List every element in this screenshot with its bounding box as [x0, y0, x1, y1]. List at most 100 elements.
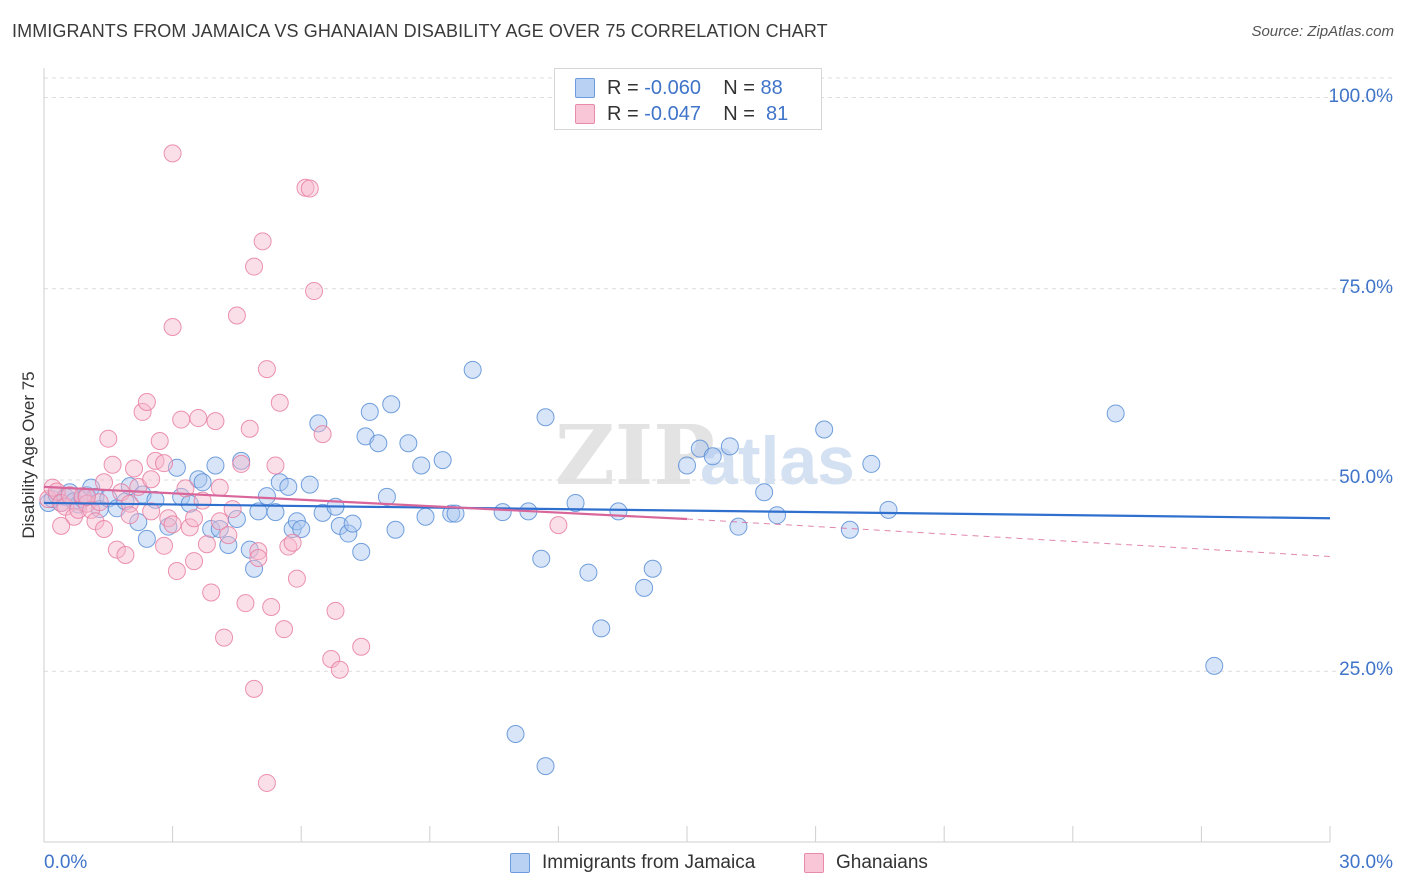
- jamaica-point: [206, 456, 225, 475]
- jamaica-point: [442, 504, 461, 523]
- jamaica-point: [416, 507, 435, 526]
- jamaica-point: [1106, 404, 1125, 423]
- ghanaian-point: [206, 412, 225, 431]
- ghanaian-point: [52, 516, 71, 535]
- series-legend-ghanaians: Ghanaians: [804, 852, 928, 874]
- jamaica-point: [300, 475, 319, 494]
- legend-r-label: R =: [607, 102, 639, 125]
- watermark-atlas: atlas: [700, 423, 855, 499]
- y-axis-label: Disability Age Over 75: [19, 371, 38, 539]
- ghanaian-point: [202, 583, 221, 602]
- ghanaian-point: [163, 318, 182, 336]
- y-tick-75: 75.0%: [1339, 277, 1393, 298]
- ghanaian-point: [245, 257, 264, 276]
- jamaica-point: [879, 500, 898, 519]
- jamaica-point: [703, 447, 722, 466]
- ghanaian-point: [249, 549, 268, 568]
- jamaica-point: [815, 420, 834, 439]
- ghanaian-point: [125, 459, 144, 478]
- legend-r-label: R =: [607, 76, 639, 99]
- jamaica-point: [137, 529, 156, 548]
- ghanaian-point: [150, 431, 169, 450]
- ghanaian-point: [116, 545, 135, 564]
- ghanaian-point: [133, 402, 152, 421]
- ghanaian-point: [103, 455, 122, 474]
- jamaica-point: [446, 504, 465, 523]
- ghanaian-point: [300, 179, 319, 198]
- jamaica-point: [270, 473, 289, 492]
- ghanaian-trend-line: [43, 485, 688, 521]
- ghanaian-point: [330, 660, 349, 679]
- ghanaian-point: [155, 536, 174, 555]
- jamaica-point: [635, 578, 654, 597]
- jamaica-point: [1205, 656, 1224, 675]
- jamaica-trend-line: [43, 501, 1331, 520]
- ghanaian-point: [287, 569, 306, 588]
- jamaica-point: [369, 434, 388, 453]
- jamaica-point: [257, 487, 276, 506]
- legend-row-ghanaians: R = -0.047 N = 81: [575, 102, 788, 126]
- jamaica-point: [506, 724, 525, 743]
- jamaica-point: [433, 451, 452, 470]
- ghanaian-point: [549, 516, 568, 535]
- series-legend-jamaica: Immigrants from Jamaica: [510, 852, 755, 874]
- ghanaian-point: [257, 773, 276, 792]
- jamaica-point: [720, 437, 739, 456]
- source-label: Source: ZipAtlas.com: [1251, 23, 1394, 40]
- ghanaian-point: [283, 533, 302, 552]
- ghanaian-point: [275, 620, 294, 639]
- y-tick-100: 100.0%: [1328, 86, 1393, 107]
- series-swatch-pink: [804, 853, 824, 873]
- jamaica-point: [579, 563, 598, 582]
- jamaica-point: [386, 520, 405, 539]
- ghanaian-point: [232, 454, 251, 473]
- ghanaian-point: [240, 419, 259, 438]
- ghanaian-point: [326, 601, 345, 620]
- ghanaian-point: [270, 393, 289, 412]
- jamaica-point: [643, 559, 662, 578]
- ghanaian-point: [172, 410, 191, 429]
- x-tick-30: 30.0%: [1339, 852, 1393, 873]
- jamaica-point: [463, 360, 482, 379]
- legend-n-value: 81: [766, 102, 789, 125]
- ghanaian-point: [305, 282, 324, 301]
- jamaica-point: [536, 757, 555, 776]
- legend-r-value: -0.060: [644, 76, 701, 99]
- legend-swatch-blue: [575, 78, 595, 98]
- ghanaian-point: [185, 552, 204, 571]
- jamaica-point: [536, 408, 555, 427]
- jamaica-point: [266, 503, 285, 522]
- ghanaian-point: [99, 429, 118, 448]
- y-tick-25: 25.0%: [1339, 659, 1393, 680]
- jamaica-point: [193, 473, 212, 492]
- ghanaian-point: [262, 597, 281, 616]
- jamaica-point: [360, 402, 379, 421]
- jamaica-point: [609, 502, 628, 521]
- ghanaian-point: [210, 512, 229, 531]
- legend-n-label: N =: [723, 102, 755, 125]
- ghanaian-point: [189, 409, 208, 428]
- ghanaian-point: [245, 679, 264, 698]
- jamaica-point: [862, 454, 881, 473]
- jamaica-point: [755, 483, 774, 502]
- jamaica-point: [493, 503, 512, 522]
- jamaica-point: [768, 506, 787, 525]
- jamaica-point: [382, 395, 401, 414]
- ghanaian-point: [142, 502, 161, 521]
- legend-swatch-pink: [575, 104, 595, 124]
- x-tick-0: 0.0%: [44, 852, 88, 873]
- ghanaian-point: [107, 540, 126, 559]
- legend-r-value: -0.047: [644, 102, 701, 125]
- ghanaian-point: [253, 232, 272, 251]
- ghanaian-point: [137, 392, 156, 411]
- legend-n-value: 88: [760, 76, 783, 99]
- series-swatch-blue: [510, 853, 530, 873]
- ghanaian-point: [167, 562, 186, 581]
- jamaica-point: [592, 619, 611, 638]
- ghanaian-point: [155, 454, 174, 473]
- jamaica-point: [352, 542, 371, 561]
- jamaica-point: [399, 434, 418, 453]
- jamaica-point: [729, 517, 748, 536]
- y-tick-50: 50.0%: [1339, 467, 1393, 488]
